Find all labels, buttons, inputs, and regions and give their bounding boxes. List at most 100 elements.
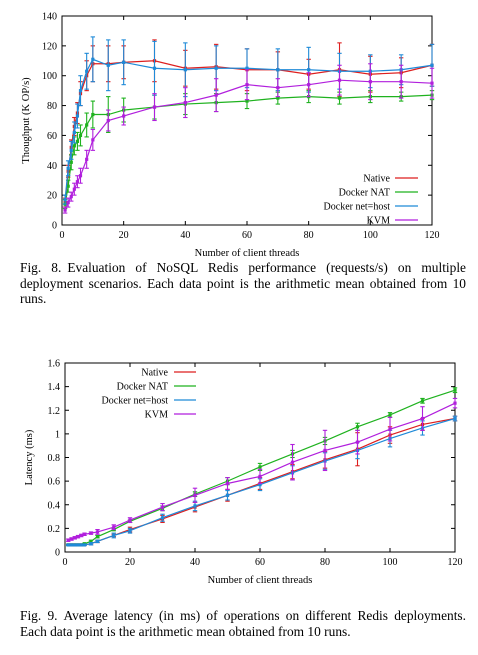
data-point [128,529,132,533]
data-point [160,516,165,520]
data-point [225,493,230,497]
data-point [66,166,70,170]
y-tick-label: 0 [55,548,60,559]
y-tick-label: 140 [42,12,57,23]
y-tick-label: 0.4 [48,500,61,511]
data-point [66,184,70,188]
series-line [68,402,456,541]
data-point [183,68,187,72]
data-point [79,543,83,547]
data-point [276,68,280,72]
data-point [112,533,116,538]
legend-label: Docker NAT [339,188,390,199]
y-tick-label: 40 [47,161,57,172]
data-point [82,532,87,536]
data-point [214,66,218,70]
x-tick-label: 40 [190,557,200,568]
data-point [399,80,403,84]
x-tick-label: 40 [180,230,190,241]
x-tick-label: 0 [63,557,68,568]
data-point [245,66,249,70]
latency-chart: 0 20 40 60 80 100 120 0 0.2 0.4 0.6 0.8 1 1.2 1.4 1.6 Nu… [0,326,478,598]
data-point [85,69,89,73]
figure-8-text: Evaluation of NoSQL Redis performance (r… [20,260,466,306]
data-point [307,68,311,72]
legend-label: Docker net=host [324,202,391,213]
data-point [75,139,80,143]
data-point [106,118,110,123]
legend-label: Docker NAT [117,382,168,393]
series-kvm [62,63,435,214]
data-point [66,538,70,542]
data-point [79,533,83,538]
data-point [276,86,280,90]
data-point [78,89,83,93]
x-tick-label: 100 [363,230,378,241]
x-tick-label: 120 [425,230,440,241]
data-point [276,96,280,100]
data-point [152,105,157,109]
x-tick-label: 60 [255,557,265,568]
data-point [388,413,392,417]
data-point [453,416,457,421]
series-kvm [66,397,458,542]
data-point [63,208,67,212]
data-point [112,525,116,529]
data-point [307,83,311,87]
series-line [68,417,456,546]
x-tick-label: 20 [119,230,129,241]
throughput-chart: 0 20 40 60 80 100 120 0 20 40 60 80 100 120 140 Number … [0,0,478,262]
data-point [91,138,95,142]
y-tick-label: 1 [55,429,60,440]
data-point [193,504,197,508]
data-point [69,148,73,152]
data-point [245,83,249,87]
data-point [355,440,360,444]
figure-8-number: Fig. 8. [20,260,62,275]
data-point [152,66,157,70]
data-point [78,133,83,138]
x-axis-label: Number of client threads [195,248,300,259]
data-point [355,425,360,429]
figure-9-text: Average latency (in ms) of operations on… [20,608,466,639]
data-point [76,543,80,547]
legend-label: Native [141,368,168,379]
x-tick-label: 20 [125,557,135,568]
x-axis-label: Number of client threads [208,575,313,586]
y-tick-label: 0.8 [48,453,61,464]
legend-label: KVM [145,410,168,421]
data-point [337,78,342,82]
y-axis-label: Thoughput (K OP/s) [21,77,32,164]
y-tick-label: 100 [42,71,57,82]
data-point [75,114,80,118]
data-point [337,96,342,100]
x-tick-label: 0 [60,230,65,241]
series-docker-net-host [66,415,458,547]
y-tick-label: 1.4 [48,382,61,393]
x-tick-label: 80 [320,557,330,568]
data-point [75,180,80,184]
data-point [420,399,425,403]
data-point [91,112,95,117]
data-point [430,81,434,85]
data-point [91,57,95,61]
x-tick-label: 100 [383,557,398,568]
y-tick-label: 0 [52,221,57,232]
data-point [72,130,76,135]
data-point [69,160,73,164]
data-point [160,505,165,509]
data-point [85,157,89,161]
data-point [95,530,100,534]
data-point [258,465,262,469]
y-tick-label: 60 [47,131,57,142]
data-point [106,63,110,67]
data-point [63,198,67,202]
y-tick-label: 0.6 [48,477,61,488]
data-point [258,483,262,487]
data-point [76,535,80,539]
latency-chart-svg: 0 20 40 60 80 100 120 0 0.2 0.4 0.6 0.8 1 1.2 1.4 1.6 Nu… [24,359,463,587]
data-point [290,460,295,464]
y-tick-label: 0.2 [48,524,61,535]
data-point [89,539,93,543]
data-point [72,144,76,148]
